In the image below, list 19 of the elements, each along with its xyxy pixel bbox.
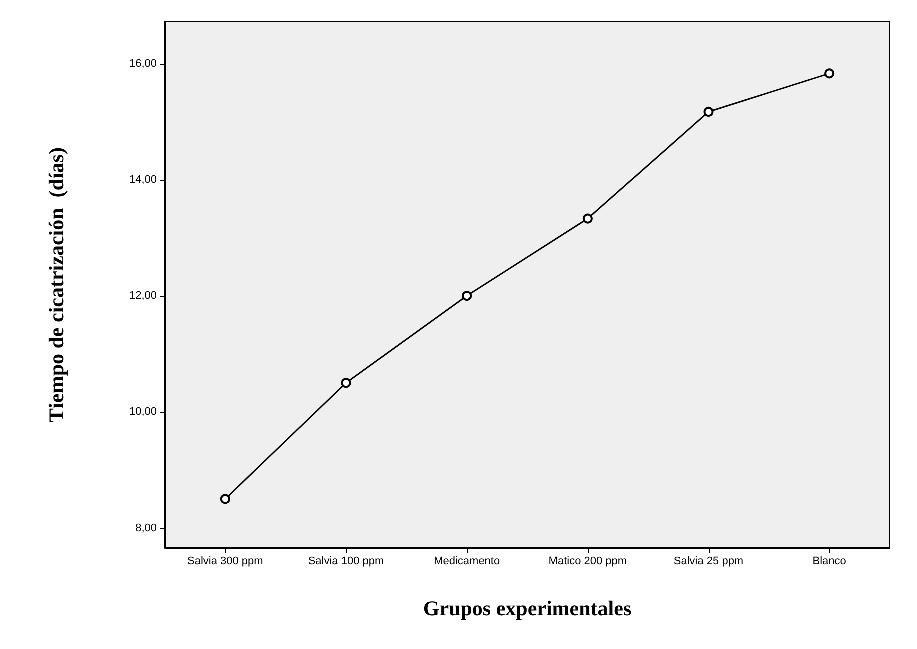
y-axis-title: Tiempo de cicatrización (días) <box>44 148 68 422</box>
x-tick-label: Blanco <box>812 556 846 568</box>
point <box>824 68 835 79</box>
x-tick-label: Salvia 300 ppm <box>188 556 264 568</box>
x-tick-label: Matico 200 ppm <box>548 556 628 568</box>
x-tick-label: Salvia 100 ppm <box>308 556 384 568</box>
x-tick-label: Medicamento <box>434 556 500 568</box>
x-tick-label: Salvia 25 ppm <box>674 556 744 568</box>
y-tick-label: 14,00 <box>129 174 157 186</box>
y-tick-label: 10,00 <box>129 406 157 418</box>
y-tick-label: 8,00 <box>136 522 157 534</box>
x-axis-title: Grupos experimentales <box>423 596 632 620</box>
y-tick-label: 12,00 <box>129 290 157 302</box>
y-tick-label: 16,00 <box>129 58 157 70</box>
point <box>704 106 714 117</box>
point <box>462 291 472 302</box>
point <box>341 378 352 388</box>
point <box>220 494 230 504</box>
point <box>582 214 593 224</box>
